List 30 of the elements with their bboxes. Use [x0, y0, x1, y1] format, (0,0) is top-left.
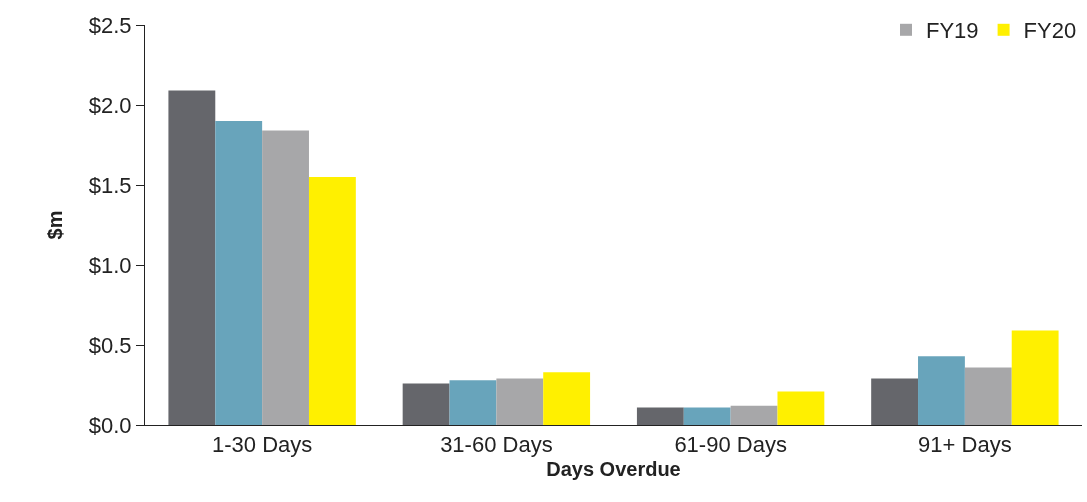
bar [777, 391, 825, 425]
x-tick-label: 91+ Days [918, 432, 1012, 458]
bar [730, 405, 778, 425]
y-axis-title: $m [44, 210, 67, 240]
bar [683, 407, 731, 425]
bar [636, 407, 684, 425]
bar [871, 378, 919, 425]
x-tick-label: 31-60 Days [440, 432, 553, 458]
bar [168, 90, 216, 425]
bar [1011, 330, 1059, 425]
legend-label: FY19 [926, 18, 979, 44]
y-tick-label: $1.0 [88, 252, 132, 278]
bar [964, 367, 1012, 425]
legend-label: FY20 [1023, 18, 1077, 44]
x-tick-label: 61-90 Days [674, 432, 787, 458]
x-axis-title: Days Overdue [546, 457, 681, 480]
y-tick-label: $2.5 [88, 12, 132, 38]
y-tick-label: $0.5 [88, 332, 132, 358]
bar [262, 130, 309, 425]
bar [449, 380, 497, 425]
y-tick-label: $2.0 [88, 92, 132, 118]
y-tick-label: $1.5 [88, 172, 132, 198]
bar [496, 378, 544, 425]
bar [402, 383, 450, 425]
x-tick-label: 1-30 Days [211, 432, 313, 458]
bar [918, 356, 965, 425]
y-tick-label: $0.0 [88, 412, 132, 438]
bar [543, 372, 591, 425]
bar [215, 121, 263, 425]
bar [308, 177, 356, 425]
